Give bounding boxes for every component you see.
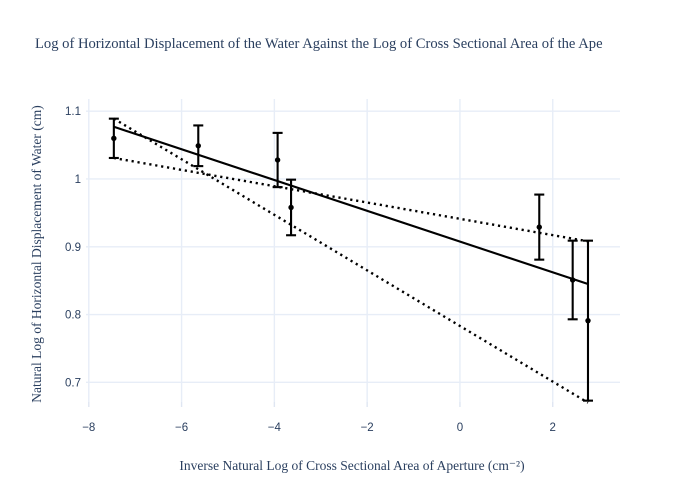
y-tick-label: 1.1 bbox=[65, 106, 81, 118]
y-tick-label: 0.9 bbox=[65, 242, 81, 254]
x-tick-label: 0 bbox=[457, 422, 463, 434]
data-point-marker bbox=[111, 135, 117, 142]
x-tick-label: −4 bbox=[268, 422, 282, 434]
data-point-marker bbox=[274, 157, 281, 163]
data-point-marker bbox=[585, 317, 591, 324]
min-slope-line bbox=[113, 156, 589, 243]
chart-title: Log of Horizontal Displacement of the Wa… bbox=[35, 36, 603, 52]
data-point-marker bbox=[569, 277, 576, 283]
x-tick-label: −2 bbox=[361, 422, 374, 434]
data-point-marker bbox=[195, 143, 201, 149]
y-tick-label: 0.7 bbox=[65, 377, 81, 389]
x-tick-label: 2 bbox=[550, 422, 556, 434]
x-tick-label: −6 bbox=[175, 422, 188, 434]
max-slope-line bbox=[113, 117, 589, 404]
data-point-marker bbox=[288, 204, 294, 211]
x-axis-title: Inverse Natural Log of Cross Sectional A… bbox=[179, 458, 525, 473]
best-fit-line bbox=[113, 125, 589, 286]
x-tick-label: −8 bbox=[82, 422, 95, 434]
y-tick-label: 1 bbox=[75, 174, 81, 186]
data-point-marker bbox=[536, 224, 542, 230]
y-tick-label: 0.8 bbox=[65, 310, 81, 322]
